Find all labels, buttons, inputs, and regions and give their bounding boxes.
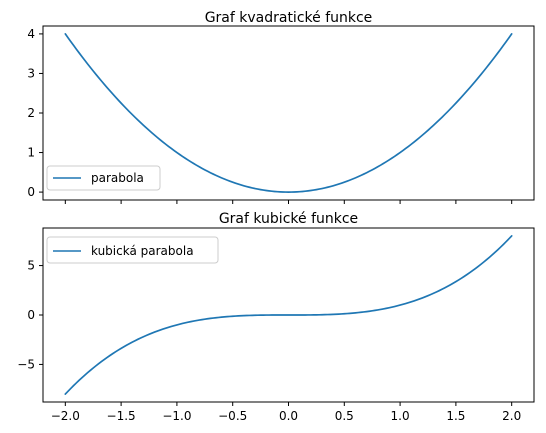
series-line [64,33,513,193]
legend: kubická parabola [46,236,219,264]
y-tick-label: 2 [27,106,35,120]
cubic-chart-panel: Graf kubické funkce −2.0 −1.5 −1.0 −0.5 0.0 0… [17,211,535,423]
x-tick-label: 0.5 [335,409,354,423]
legend-box [46,236,219,264]
x-tick-label: −2.0 [51,409,80,423]
y-tick-label: 0 [27,308,35,322]
x-tick-label: 2.0 [502,409,521,423]
series-line [64,235,513,395]
y-tick-label: 5 [27,259,35,273]
legend-box [46,165,161,191]
plot-frame [42,25,535,201]
y-tick-label: 1 [27,146,35,160]
x-tick-label: −0.5 [218,409,247,423]
quadratic-chart-panel: Graf kvadratické funkce 0 1 2 3 4 parabola [27,10,535,204]
y-tick-label: 0 [27,185,35,199]
x-tick-label: −1.0 [162,409,191,423]
y-tick-label: 4 [27,27,35,41]
chart-title: Graf kvadratické funkce [205,10,373,26]
legend-label: parabola [91,171,144,185]
chart-title: Graf kubické funkce [219,211,358,227]
y-tick-label: −5 [17,357,35,371]
x-tick-label: −1.5 [107,409,136,423]
x-tick-label: 1.5 [446,409,465,423]
legend-label: kubická parabola [91,244,194,258]
legend: parabola [46,165,161,191]
y-tick-label: 3 [27,66,35,80]
x-tick-label: 0.0 [279,409,298,423]
x-tick-label: 1.0 [391,409,410,423]
plot-frame [42,227,535,403]
